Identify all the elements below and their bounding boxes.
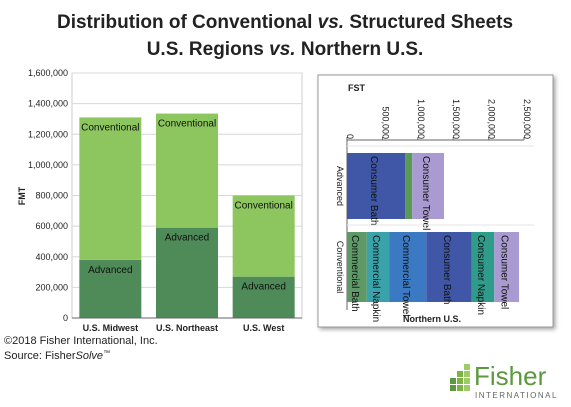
bar-segment — [79, 117, 142, 260]
x-tick-label: 1,500,000 — [451, 99, 461, 139]
bar-segment — [156, 227, 218, 318]
segment-label: Conventional — [158, 119, 216, 130]
segment-label: Commercial Napkin — [370, 235, 381, 322]
x-tick-label: 2,500,000 — [522, 99, 532, 139]
x-tick-label: 2,000,000 — [487, 99, 497, 139]
bar-segment — [389, 232, 427, 302]
title-part: Distribution of Conventional — [57, 12, 318, 33]
segment-label: Conventional — [234, 201, 292, 212]
x-tick-label: 500,000 — [380, 106, 390, 139]
bar-segment — [426, 232, 472, 302]
copyright: ©2018 Fisher International, Inc. — [4, 335, 158, 347]
y-axis-label: FMT — [17, 186, 27, 205]
category-label: Conventional — [335, 241, 345, 294]
segment-label: Consumer Towel — [499, 235, 510, 309]
y-tick-label: 1,000,000 — [28, 160, 68, 170]
segment-label: Consumer Napkin — [475, 235, 486, 315]
title-part: vs. — [269, 39, 295, 60]
y-tick-label: 0 — [63, 313, 68, 323]
segment-label: Conventional — [81, 122, 139, 133]
bar-segment — [471, 232, 495, 302]
logo-name: Fisher — [474, 361, 547, 391]
segment-label: Consumer Towel — [420, 156, 431, 230]
x-tick-label: U.S. Midwest — [83, 323, 139, 333]
source-part: Solve — [76, 350, 104, 362]
title-part: Northern U.S. — [296, 39, 424, 60]
y-tick-label: 600,000 — [35, 221, 68, 231]
y-tick-label: 400,000 — [35, 252, 68, 262]
title-line: U.S. Regions vs. Northern U.S. — [147, 39, 424, 60]
segment-label: Consumer Bath — [368, 156, 379, 225]
segment-label: Commercial Towel — [400, 235, 411, 317]
x-tick-label: 1,000,000 — [416, 99, 426, 139]
source-part: Source: Fisher — [4, 350, 76, 362]
x-tick-label: 0 — [345, 134, 355, 139]
x-tick-label: U.S. West — [243, 323, 284, 333]
segment-label: Advanced — [241, 282, 285, 293]
source: Source: FisherSolve™ — [4, 350, 110, 362]
group-label: Northern U.S. — [403, 314, 461, 324]
logo-sub: INTERNATIONAL — [475, 391, 558, 400]
y-tick-label: 800,000 — [35, 191, 68, 201]
x-tick-label: U.S. Northeast — [156, 323, 218, 333]
source-part: ™ — [103, 350, 110, 357]
logo: Fisher INTERNATIONAL — [450, 361, 558, 400]
segment-label: Advanced — [88, 265, 132, 276]
bar-segment — [79, 259, 142, 318]
title-part: vs. — [318, 12, 344, 33]
bar-segment — [412, 153, 444, 219]
segment-label: Consumer Bath — [441, 235, 452, 304]
title-line: Distribution of Conventional vs. Structu… — [57, 12, 513, 33]
segment-label: Commercial Bath — [349, 235, 360, 312]
bar-segment — [156, 113, 218, 228]
title-part: Structured Sheets — [344, 12, 513, 33]
bar-segment — [347, 232, 367, 302]
category-label: Advanced — [335, 166, 345, 206]
segment-label: Advanced — [165, 233, 209, 244]
bar-segment — [232, 195, 295, 277]
x-axis-label: FST — [348, 83, 366, 93]
y-tick-label: 1,200,000 — [28, 129, 68, 139]
bar-segment — [232, 276, 295, 318]
bar-segment — [405, 153, 413, 219]
y-tick-label: 1,400,000 — [28, 99, 68, 109]
title-part: U.S. Regions — [147, 39, 269, 60]
y-tick-label: 1,600,000 — [28, 68, 68, 78]
bar-segment — [347, 153, 406, 219]
bar-segment — [366, 232, 390, 302]
bar-segment — [494, 232, 520, 302]
y-tick-label: 200,000 — [35, 282, 68, 292]
